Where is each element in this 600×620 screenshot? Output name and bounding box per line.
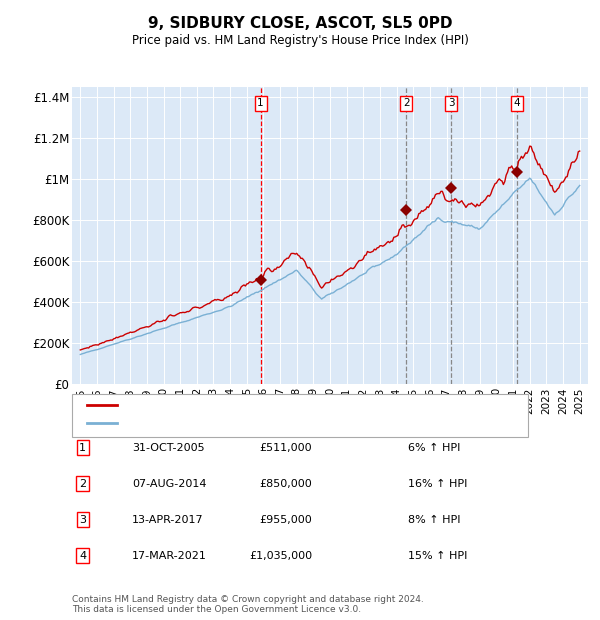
Text: Contains HM Land Registry data © Crown copyright and database right 2024.
This d: Contains HM Land Registry data © Crown c…	[72, 595, 424, 614]
Text: 2: 2	[403, 98, 410, 108]
Text: 2: 2	[79, 479, 86, 489]
Text: 13-APR-2017: 13-APR-2017	[132, 515, 203, 525]
Text: 1: 1	[79, 443, 86, 453]
Text: 3: 3	[448, 98, 454, 108]
Text: 9, SIDBURY CLOSE, ASCOT, SL5 0PD: 9, SIDBURY CLOSE, ASCOT, SL5 0PD	[148, 16, 452, 30]
Text: HPI: Average price, detached house, Windsor and Maidenhead: HPI: Average price, detached house, Wind…	[123, 418, 448, 428]
Text: 15% ↑ HPI: 15% ↑ HPI	[408, 551, 467, 560]
Text: £1,035,000: £1,035,000	[249, 551, 312, 560]
Text: 9, SIDBURY CLOSE, ASCOT, SL5 0PD (detached house): 9, SIDBURY CLOSE, ASCOT, SL5 0PD (detach…	[123, 400, 406, 410]
Text: 1: 1	[257, 98, 264, 108]
Text: 16% ↑ HPI: 16% ↑ HPI	[408, 479, 467, 489]
Text: 3: 3	[79, 515, 86, 525]
Text: 4: 4	[79, 551, 86, 560]
Text: 07-AUG-2014: 07-AUG-2014	[132, 479, 206, 489]
Text: £955,000: £955,000	[259, 515, 312, 525]
Text: 6% ↑ HPI: 6% ↑ HPI	[408, 443, 460, 453]
Text: £511,000: £511,000	[259, 443, 312, 453]
Text: 4: 4	[513, 98, 520, 108]
Text: Price paid vs. HM Land Registry's House Price Index (HPI): Price paid vs. HM Land Registry's House …	[131, 34, 469, 47]
Text: £850,000: £850,000	[259, 479, 312, 489]
Text: 17-MAR-2021: 17-MAR-2021	[132, 551, 207, 560]
Text: 31-OCT-2005: 31-OCT-2005	[132, 443, 205, 453]
Text: 8% ↑ HPI: 8% ↑ HPI	[408, 515, 461, 525]
